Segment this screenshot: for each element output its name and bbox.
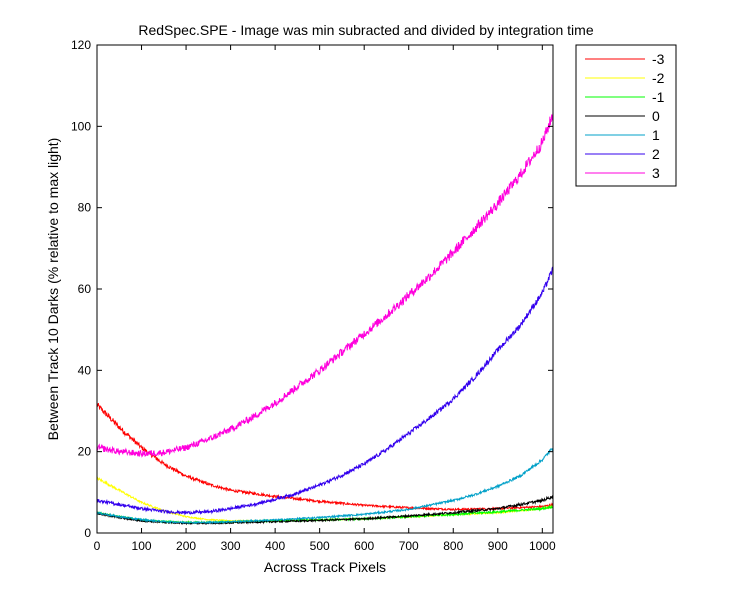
y-axis-title: Between Track 10 Darks (% relative to ma… bbox=[45, 138, 61, 441]
x-tick-label: 1000 bbox=[529, 539, 556, 553]
series-line-2 bbox=[97, 266, 553, 516]
plot-frame bbox=[96, 44, 554, 534]
legend-label--3: -3 bbox=[652, 51, 665, 67]
y-tick-label: 120 bbox=[71, 38, 91, 52]
series-layer bbox=[97, 112, 553, 526]
series-line-3 bbox=[97, 112, 553, 458]
x-tick-label: 400 bbox=[265, 539, 285, 553]
ticks-layer: 0 100 200 300 400 500 600 700 800 900 1000 0 20 40 60 8… bbox=[71, 38, 556, 553]
x-tick-label: 500 bbox=[310, 539, 330, 553]
legend-label-0: 0 bbox=[652, 108, 660, 124]
x-tick-label: 700 bbox=[399, 539, 419, 553]
series-line--1 bbox=[97, 504, 553, 525]
chart-title: RedSpec.SPE - Image was min subracted an… bbox=[138, 22, 593, 38]
x-tick-label: 200 bbox=[176, 539, 196, 553]
x-tick-label: 600 bbox=[354, 539, 374, 553]
legend-label-1: 1 bbox=[652, 127, 660, 143]
legend-label--1: -1 bbox=[652, 89, 665, 105]
legend-label-2: 2 bbox=[652, 146, 660, 162]
y-tick-label: 80 bbox=[78, 201, 92, 215]
y-tick-label: 60 bbox=[78, 282, 92, 296]
series-line-0 bbox=[97, 495, 553, 526]
legend-label--2: -2 bbox=[652, 70, 665, 86]
legend-label-3: 3 bbox=[652, 165, 660, 181]
x-tick-label: 300 bbox=[221, 539, 241, 553]
x-axis-title: Across Track Pixels bbox=[264, 559, 386, 575]
series-line--3 bbox=[97, 403, 553, 512]
y-tick-label: 100 bbox=[71, 119, 91, 133]
series-line-1 bbox=[97, 448, 553, 525]
y-tick-label: 40 bbox=[78, 363, 92, 377]
x-tick-label: 800 bbox=[443, 539, 463, 553]
legend: -3 -2 -1 0 1 2 3 bbox=[575, 44, 677, 187]
y-tick-label: 0 bbox=[84, 526, 91, 540]
x-tick-label: 100 bbox=[132, 539, 152, 553]
x-tick-label: 900 bbox=[488, 539, 508, 553]
y-tick-label: 20 bbox=[78, 445, 92, 459]
x-tick-label: 0 bbox=[94, 539, 101, 553]
